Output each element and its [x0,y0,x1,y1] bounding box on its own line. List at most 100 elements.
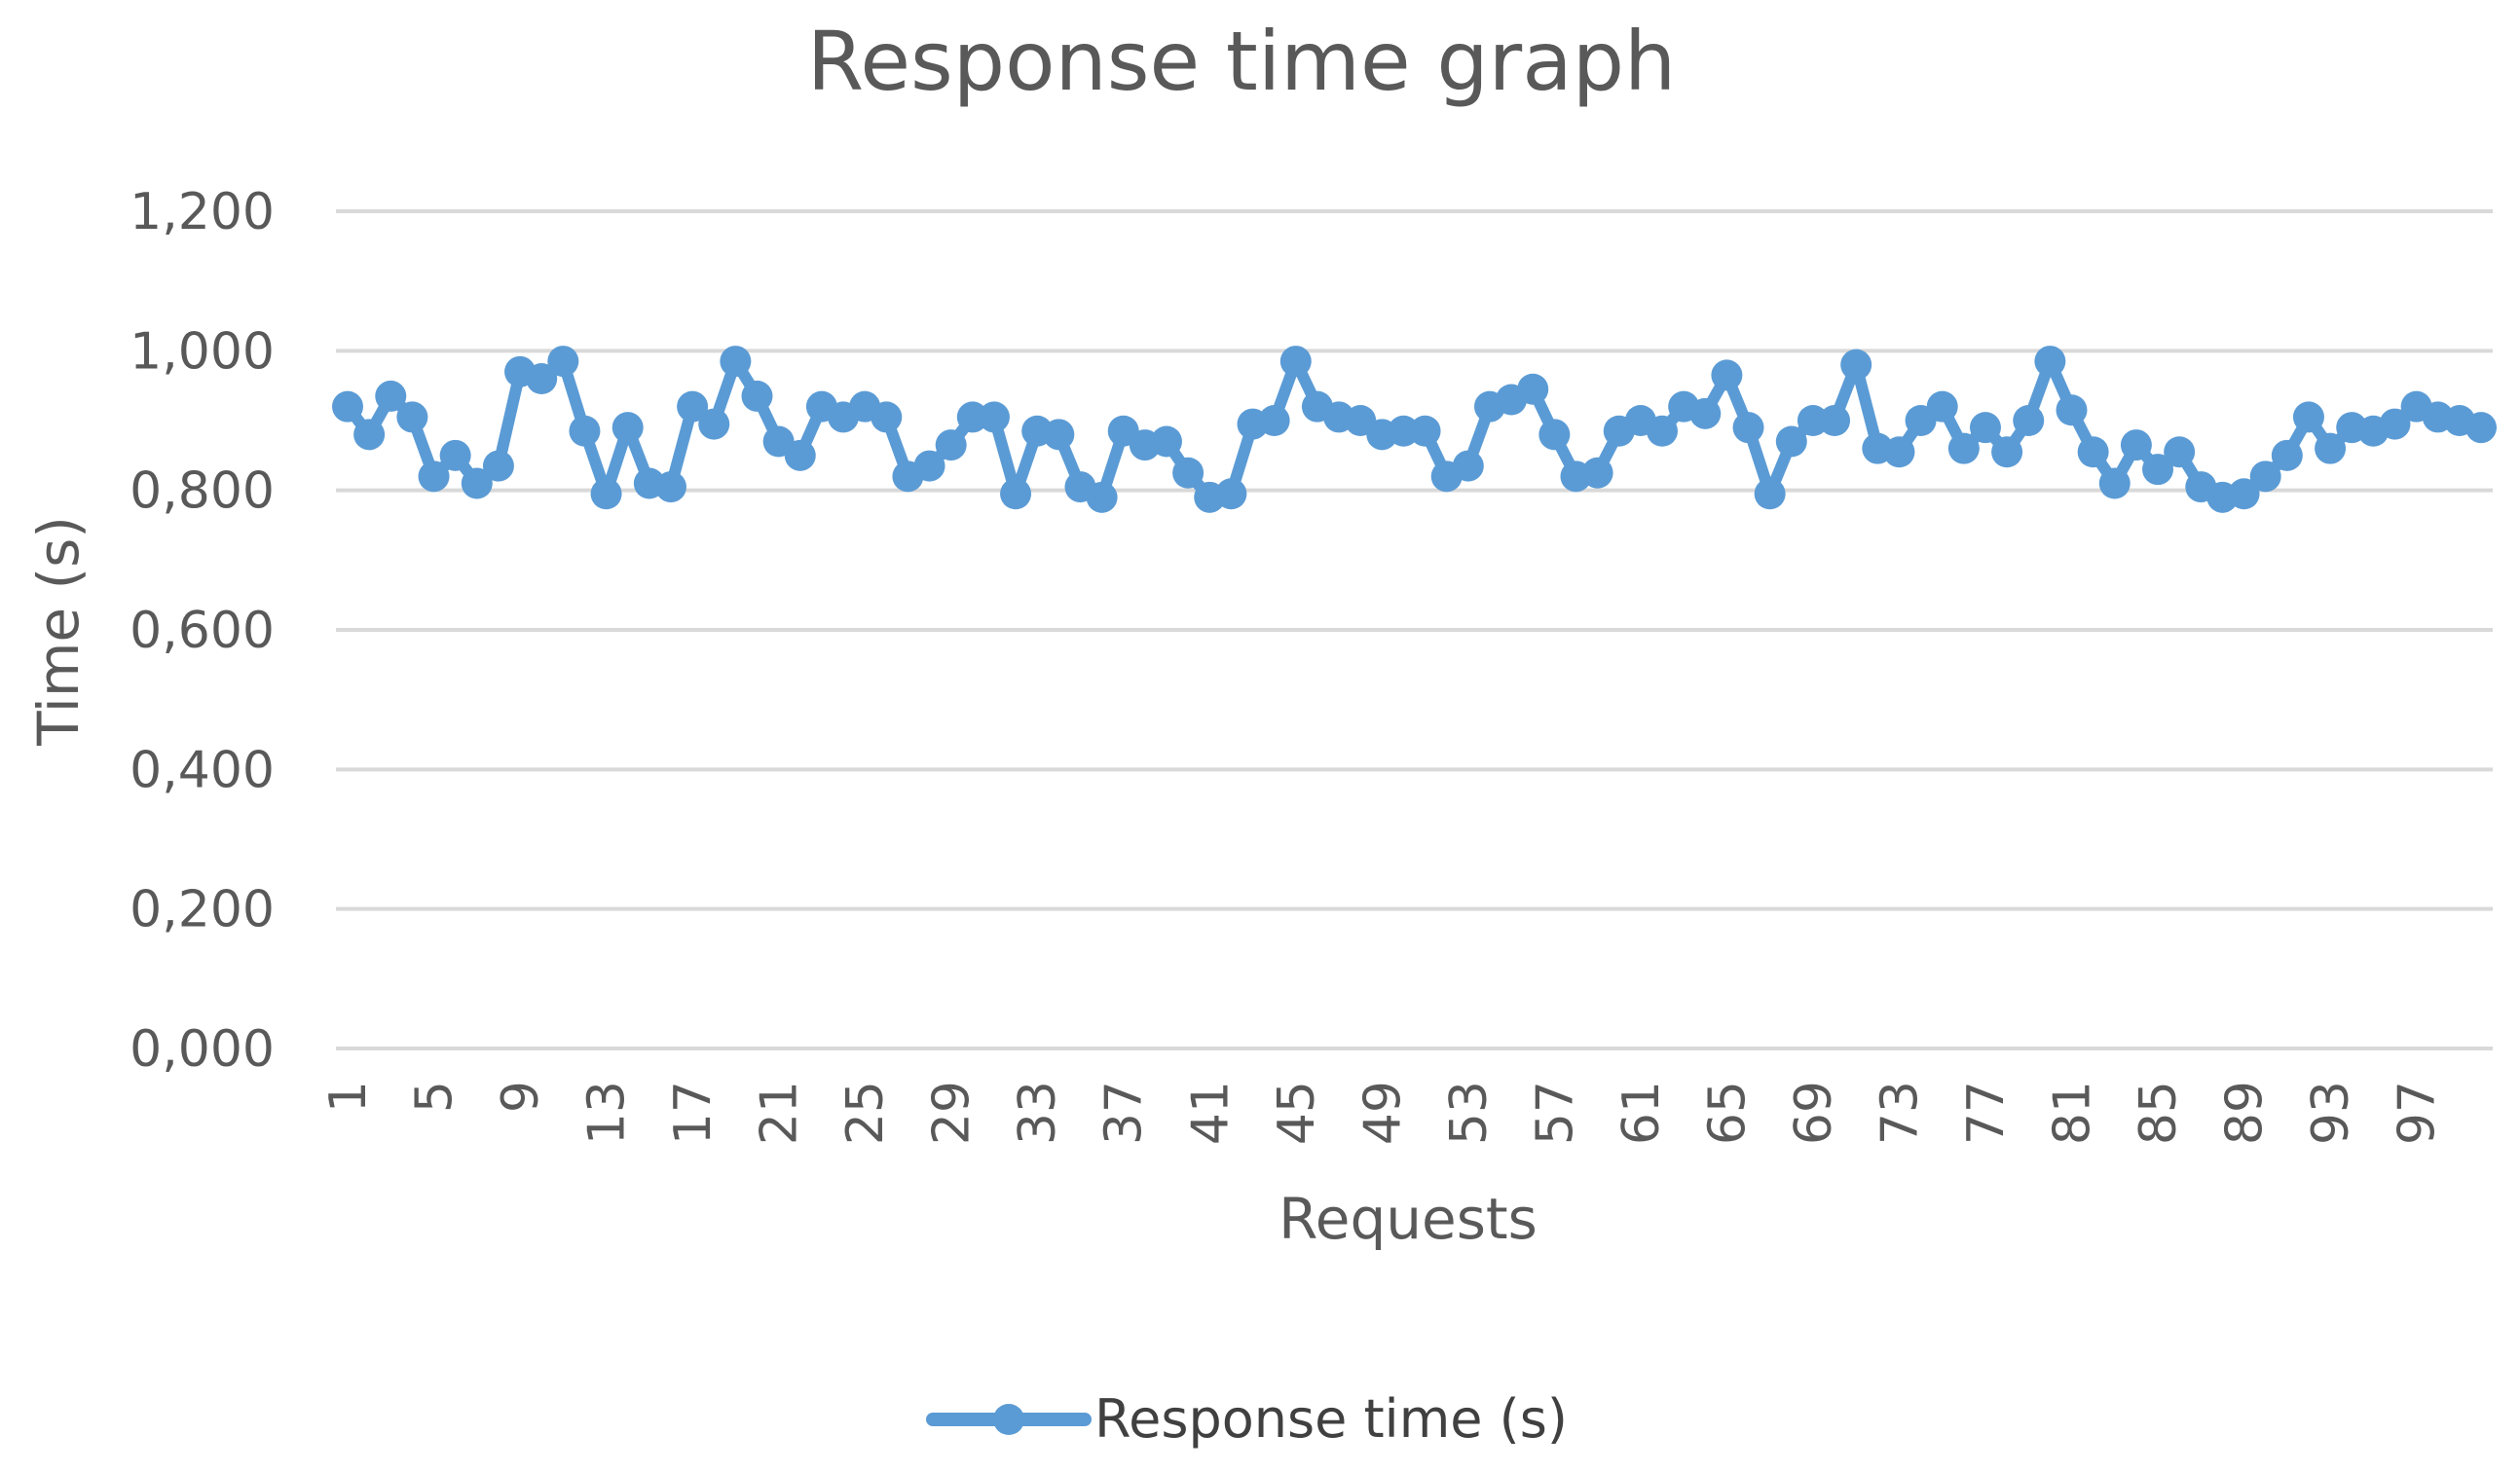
x-axis-title: Requests [1279,1186,1538,1252]
legend-marker-swatch [993,1404,1024,1435]
data-point [439,439,471,471]
data-point [461,467,493,499]
data-point [2142,454,2174,486]
x-tick-label: 77 [1957,1081,2016,1145]
x-tick-label: 41 [1181,1081,1240,1145]
x-tick-label: 49 [1353,1081,1412,1145]
x-tick-label: 53 [1440,1081,1499,1145]
data-point [1279,346,1312,378]
data-point [1711,359,1743,391]
x-axis-tick-labels: 1 5 9 13 17 21 25 29 33 37 41 45 49 53 57 61 65 69 73 77 81 8… [319,1081,2447,1145]
data-point [2120,429,2152,461]
data-point [978,401,1010,433]
data-point [698,408,730,440]
x-tick-label: 65 [1698,1081,1757,1145]
data-point [2077,436,2109,468]
data-point [375,380,407,412]
data-point [1388,415,1420,447]
data-point [1172,457,1204,489]
x-tick-label: 25 [836,1081,895,1145]
gridlines [336,209,2493,1050]
data-point [1150,425,1182,458]
x-tick-label: 29 [923,1081,982,1145]
y-axis-tick-labels: 0,000 0,200 0,400 0,600 0,800 1,000 1,200 [130,183,275,1079]
x-tick-label: 13 [578,1081,637,1145]
data-point [1000,478,1032,510]
data-point [1452,450,1484,482]
data-point [1840,349,1872,381]
data-point [332,390,363,423]
x-tick-label: 37 [1095,1081,1154,1145]
x-tick-label: 89 [2216,1081,2275,1145]
x-tick-label: 45 [1268,1081,1326,1145]
data-point [913,450,945,482]
data-point [2249,460,2281,493]
data-point [526,363,558,394]
y-axis-title: Time (s) [25,516,92,747]
x-tick-label: 5 [406,1081,464,1113]
x-tick-label: 73 [1871,1081,1929,1145]
data-point [2292,401,2324,433]
x-tick-label: 93 [2302,1081,2360,1145]
data-point [1538,419,1571,451]
data-point [1689,397,1722,429]
y-tick-label: 0,400 [130,741,275,799]
data-point [1258,405,1290,436]
y-tick-label: 0,600 [130,602,275,660]
data-point [1991,436,2023,468]
data-point [1775,425,1807,458]
data-point [1926,390,1958,423]
x-tick-label: 97 [2389,1081,2447,1145]
data-point [1043,419,1075,451]
data-point [2164,436,2196,468]
x-tick-label: 85 [2130,1081,2188,1145]
x-tick-label: 81 [2044,1081,2102,1145]
data-point [2271,439,2303,471]
data-point [1581,457,1613,489]
data-point [418,460,450,493]
data-point [1517,373,1549,405]
data-point [353,419,386,451]
data-point [956,401,988,433]
y-tick-label: 0,000 [130,1020,275,1079]
data-point [2034,346,2066,378]
data-point [1647,415,1679,447]
data-point [1819,405,1851,436]
data-point [2315,432,2347,464]
y-tick-label: 1,000 [130,322,275,381]
data-point [935,429,967,461]
series-response-time [332,346,2497,513]
data-point [396,401,428,433]
data-point [590,478,622,510]
legend-label: Response time (s) [1094,1388,1568,1450]
data-point [1086,481,1118,513]
data-point [2056,394,2088,426]
data-point [2228,478,2260,510]
data-point [1215,478,1247,510]
data-point [2379,408,2411,440]
y-tick-label: 0,800 [130,462,275,521]
data-point [482,450,514,482]
x-tick-label: 33 [1009,1081,1067,1145]
x-tick-label: 21 [751,1081,809,1145]
x-tick-label: 61 [1612,1081,1671,1145]
data-point [654,471,686,503]
data-point [1969,412,2001,444]
data-point [677,390,709,423]
data-point [1797,405,1829,436]
data-point [1409,415,1441,447]
data-point [1754,478,1786,510]
data-point [2013,405,2045,436]
chart-title: Response time graph [807,14,1677,109]
x-tick-label: 17 [664,1081,723,1145]
data-point [720,346,752,378]
data-point [741,380,773,412]
data-point [569,415,601,447]
x-tick-label: 1 [319,1081,378,1113]
x-tick-label: 69 [1785,1081,1843,1145]
data-point [871,401,903,433]
data-point [1732,412,1764,444]
data-point [547,346,579,378]
